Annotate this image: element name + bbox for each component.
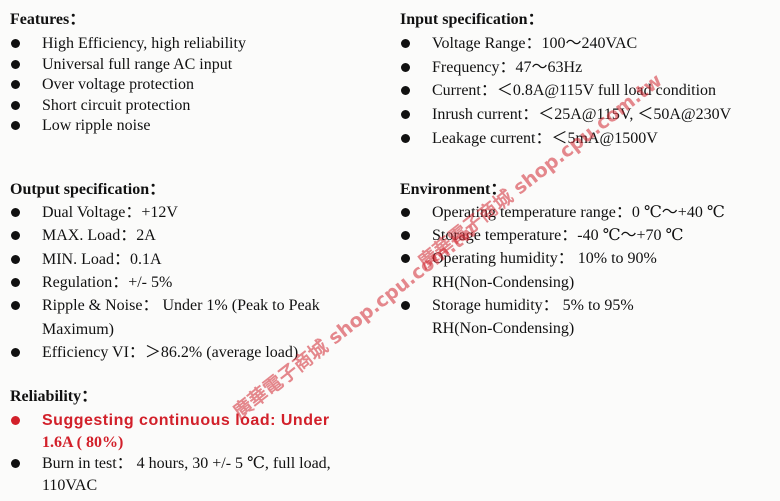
item-text: Efficiency VI：＞86.2% (average load) bbox=[42, 343, 299, 361]
item-text: 1.6A ( 80%) bbox=[42, 433, 124, 451]
section-title: Output specification： bbox=[10, 181, 166, 198]
item-text: MIN. Load：0.1A bbox=[42, 250, 162, 268]
bullet bbox=[11, 59, 20, 69]
bullet bbox=[11, 100, 20, 110]
item-text: 110VAC bbox=[42, 476, 98, 494]
bullet bbox=[11, 347, 20, 357]
bullet bbox=[401, 300, 410, 310]
bullet bbox=[11, 459, 20, 468]
item-text: High Efficiency, high reliability bbox=[42, 35, 246, 52]
item-text: Current：＜0.8A@115V full load condition bbox=[432, 82, 717, 100]
item-text: Maximum) bbox=[42, 320, 114, 338]
bullet bbox=[11, 39, 20, 48]
bullet bbox=[11, 231, 20, 241]
item-text: Low ripple noise bbox=[42, 117, 151, 134]
bullet bbox=[11, 208, 20, 217]
item-text: Voltage Range：100～240VAC bbox=[432, 35, 638, 52]
section-title: Features： bbox=[10, 11, 86, 28]
item-text: Leakage current：＜5mA@1500V bbox=[432, 129, 658, 147]
item-text: Dual Voltage：+12V bbox=[42, 204, 178, 221]
bullet bbox=[401, 86, 410, 96]
item-text: Ripple & Noise： Under 1% (Peak to Peak bbox=[42, 297, 320, 315]
bullet bbox=[401, 208, 410, 217]
bullet bbox=[401, 231, 410, 241]
item-text: Short circuit protection bbox=[42, 96, 191, 114]
item-text: Suggesting continuous load: Under bbox=[42, 412, 330, 429]
item-text: Regulation：+/- 5% bbox=[42, 273, 173, 291]
bullet bbox=[11, 121, 20, 130]
bullet bbox=[401, 254, 410, 264]
item-text: Inrush current：＜25A@115V, ＜50A@230V bbox=[432, 106, 732, 124]
section-title: Input specification： bbox=[400, 11, 544, 28]
section-title: Environment： bbox=[400, 181, 507, 198]
item-text: Burn in test： 4 hours, 30 +/- 5 ℃, full … bbox=[42, 455, 331, 472]
bullet bbox=[401, 39, 410, 48]
item-text: Over voltage protection bbox=[42, 76, 194, 93]
item-text: MAX. Load：2A bbox=[42, 227, 156, 245]
item-text: Storage temperature：-40 ℃～+70 ℃ bbox=[432, 227, 684, 245]
bullet bbox=[401, 133, 410, 143]
item-text: RH(Non-Condensing) bbox=[432, 320, 575, 337]
item-text: Operating humidity： 10% to 90% bbox=[432, 250, 657, 268]
bullet bbox=[11, 301, 20, 311]
bullet bbox=[11, 416, 20, 425]
item-text: Frequency：47～63Hz bbox=[432, 58, 583, 76]
item-text: Universal full range AC input bbox=[42, 55, 233, 73]
item-text: Storage humidity： 5% to 95% bbox=[432, 296, 634, 314]
bullet bbox=[11, 80, 20, 89]
bullet bbox=[11, 254, 20, 264]
item-text: RH(Non-Condensing) bbox=[432, 273, 575, 291]
bullet bbox=[401, 110, 410, 120]
bullet bbox=[401, 62, 410, 72]
item-text: Operating temperature range：0 ℃～+40 ℃ bbox=[432, 204, 725, 221]
section-title: Reliability： bbox=[10, 388, 98, 405]
bullet bbox=[11, 277, 20, 287]
